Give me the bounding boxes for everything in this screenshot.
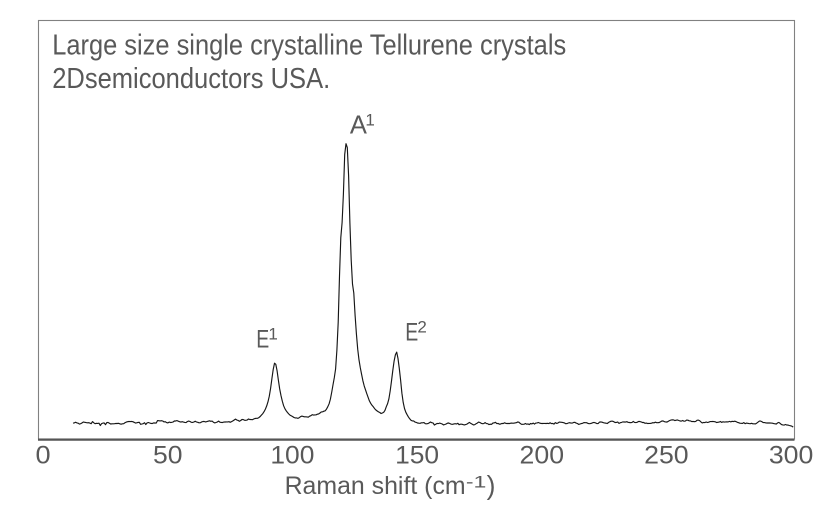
svg-text:): ) xyxy=(487,471,496,501)
svg-text:Raman shift (cm: Raman shift (cm xyxy=(285,472,466,500)
svg-text:250: 250 xyxy=(644,442,689,470)
svg-text:E: E xyxy=(256,326,269,354)
svg-text:2: 2 xyxy=(417,318,426,337)
svg-text:150: 150 xyxy=(395,442,439,470)
svg-text:-1: -1 xyxy=(466,473,487,492)
svg-text:100: 100 xyxy=(270,442,314,470)
svg-text:E: E xyxy=(405,319,418,347)
svg-text:1: 1 xyxy=(365,111,374,130)
svg-text:1: 1 xyxy=(268,325,277,344)
svg-text:50: 50 xyxy=(153,442,183,470)
svg-text:200: 200 xyxy=(520,442,565,470)
svg-text:A: A xyxy=(350,112,367,140)
svg-text:Large size single crystalline: Large size single crystalline Tellurene … xyxy=(52,30,566,62)
svg-text:0: 0 xyxy=(36,442,51,470)
svg-text:300: 300 xyxy=(769,442,814,470)
svg-text:2Dsemiconductors USA.: 2Dsemiconductors USA. xyxy=(52,63,330,95)
